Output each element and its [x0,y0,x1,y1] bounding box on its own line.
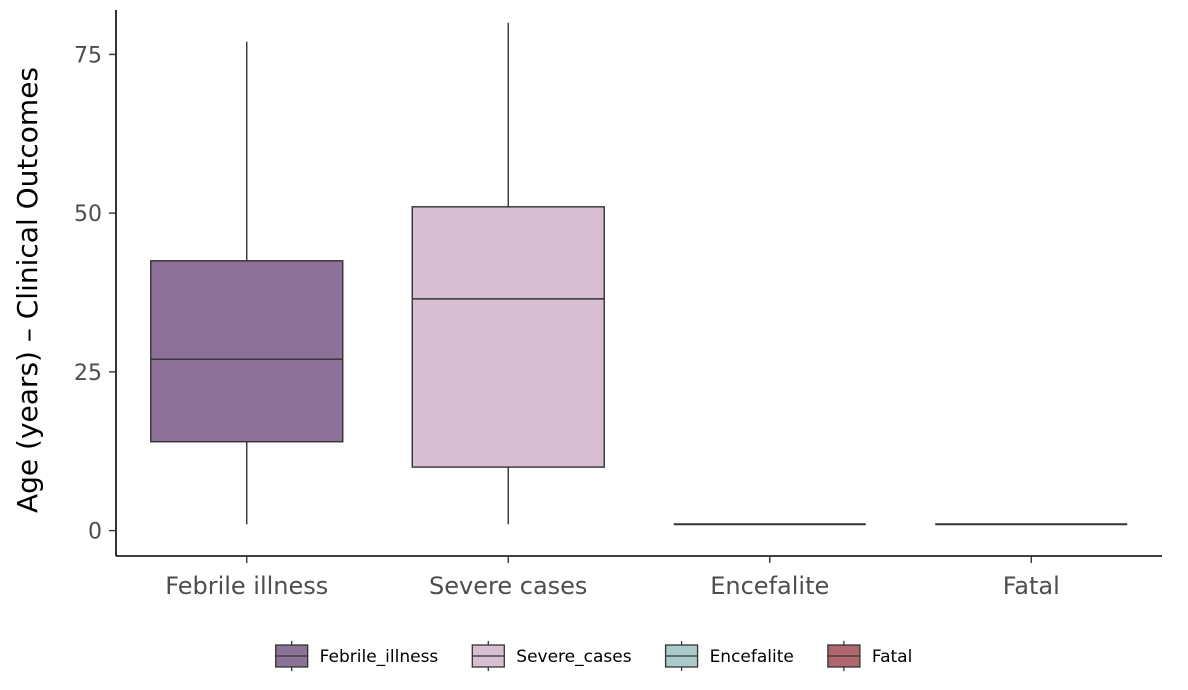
legend-item-severe-cases: Severe_cases [471,641,632,671]
y-tick-label: 0 [88,520,102,545]
box-body [411,206,605,468]
y-tick-label: 25 [74,361,102,386]
plot-area [150,22,1128,526]
y-tick-label: 75 [74,43,102,68]
y-tick-label: 50 [74,202,102,227]
box-body [150,260,344,443]
box-severe-cases [411,22,605,525]
legend-label: Severe_cases [516,647,631,667]
y-axis-ticks: 0 25 50 75 [74,43,116,545]
x-axis-ticks: Febrile illness Severe cases Encefalite Fat… [165,556,1060,600]
legend-label: Fatal [872,647,912,667]
legend-label: Encefalite [710,647,794,667]
x-tick-label: Encefalite [710,572,829,600]
box-febrile-illness [150,41,344,525]
y-axis-title: Age (years) – Clinical Outcomes [11,67,44,513]
legend-item-encefalite: Encefalite [664,641,794,671]
x-tick-label: Fatal [1003,572,1060,600]
x-tick-label: Febrile illness [165,572,328,600]
legend: Febrile_illness Severe_cases Encefalite Fat… [275,641,912,671]
legend-label: Febrile_illness [320,647,439,667]
x-tick-label: Severe cases [429,572,587,600]
legend-item-febrile-illness: Febrile_illness [275,641,439,671]
legend-item-fatal: Fatal [827,641,912,671]
